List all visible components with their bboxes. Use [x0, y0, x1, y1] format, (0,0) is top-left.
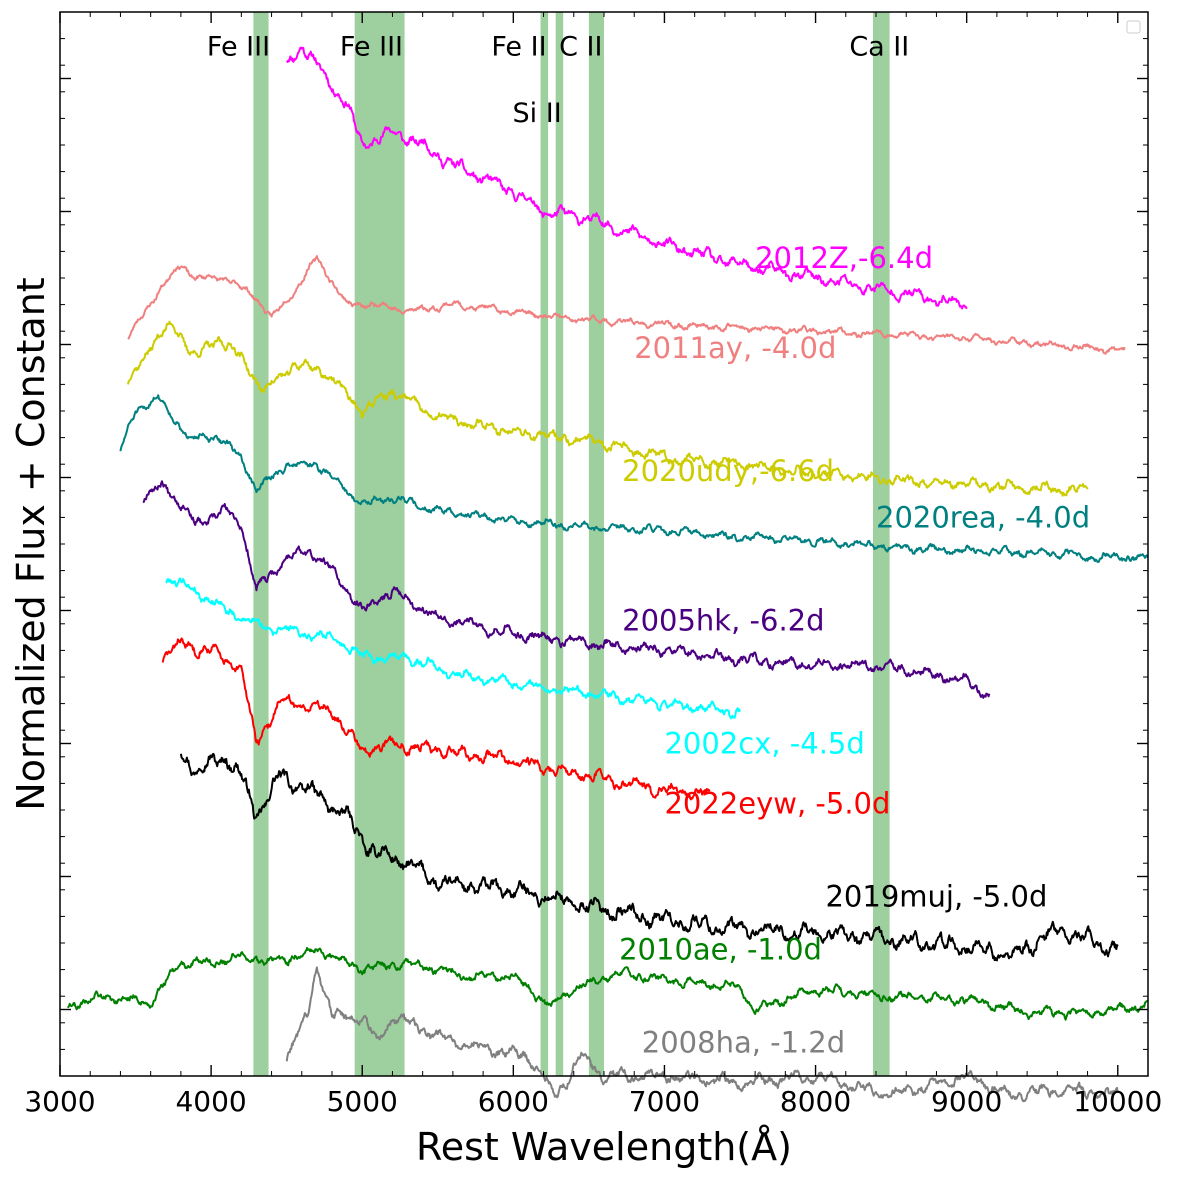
series-label-2008ha-1-2d: 2008ha, -1.2d: [642, 1026, 845, 1060]
series-line-2022eyw-5-0d: [161, 637, 711, 801]
band-label-3: Si II: [513, 98, 562, 129]
band-fe-iii-0: [253, 12, 269, 1076]
band-label-0: Fe III: [207, 31, 270, 62]
line-bands: [253, 12, 890, 1076]
band-label-5: Ca II: [849, 31, 909, 62]
x-tick-label: 3000: [24, 1085, 95, 1118]
band-label-4: C II: [559, 31, 602, 62]
band-label-1: Fe III: [340, 31, 403, 62]
x-tick-label: 7000: [629, 1085, 700, 1118]
band-fe-iii-1: [354, 12, 405, 1076]
series-labels: 2012Z,-6.4d 2011ay, -4.0d 2020udy,-6.6d 202…: [619, 241, 1090, 1060]
legend-box: [1126, 20, 1141, 34]
series-line-2010ae-1-0d: [67, 946, 1149, 1021]
series-line-2002cx-4-5d: [165, 577, 741, 720]
x-tick-label: 6000: [478, 1085, 549, 1118]
series-label-2005hk-6-2d: 2005hk, -6.2d: [622, 603, 824, 637]
x-tick-label: 10000: [1073, 1085, 1162, 1118]
band-si-ii-3: [555, 12, 564, 1076]
band-labels: Fe III Fe III Fe II Si II C II Ca II: [207, 31, 909, 129]
series-label-2022eyw-5-0d: 2022eyw, -5.0d: [664, 786, 890, 820]
series-label-2012z-6-4d: 2012Z,-6.4d: [755, 241, 933, 275]
series-line-2020rea-4-0d: [119, 394, 1149, 563]
band-label-2: Fe II: [491, 31, 546, 62]
band-c-ii-4: [588, 12, 604, 1076]
band-fe-ii-2: [540, 12, 549, 1076]
series-label-2011ay-4-0d: 2011ay, -4.0d: [634, 331, 836, 365]
spectra-series: [67, 46, 1149, 1103]
x-tick-labels: 3000 4000 5000 6000 7000 8000 9000 10000: [24, 1085, 1162, 1118]
x-tick-label: 8000: [780, 1085, 851, 1118]
series-line-2008ha-1-2d: [285, 966, 1119, 1103]
series-line-2012z-6-4d: [285, 46, 968, 310]
x-tick-label: 5000: [327, 1085, 398, 1118]
series-label-2002cx-4-5d: 2002cx, -4.5d: [664, 726, 864, 760]
series-label-2010ae-1-0d: 2010ae, -1.0d: [619, 933, 822, 967]
series-line-2019muj-5-0d: [179, 752, 1119, 962]
y-axis-label: Normalized Flux + Constant: [9, 277, 53, 810]
series-line-2005hk-6-2d: [142, 480, 991, 699]
series-label-2020udy-6-6d: 2020udy,-6.6d: [622, 454, 834, 488]
series-line-2011ay-4-0d: [127, 255, 1126, 355]
axis-ticks: [59, 12, 1149, 1076]
x-axis-label: Rest Wavelength(Å): [416, 1125, 792, 1169]
series-line-2020udy-6-6d: [127, 320, 1089, 497]
x-tick-label: 9000: [931, 1085, 1002, 1118]
series-label-2020rea-4-0d: 2020rea, -4.0d: [876, 500, 1090, 534]
x-tick-label: 4000: [175, 1085, 246, 1118]
series-label-2019muj-5-0d: 2019muj, -5.0d: [825, 879, 1047, 913]
band-ca-ii-5: [872, 12, 890, 1076]
